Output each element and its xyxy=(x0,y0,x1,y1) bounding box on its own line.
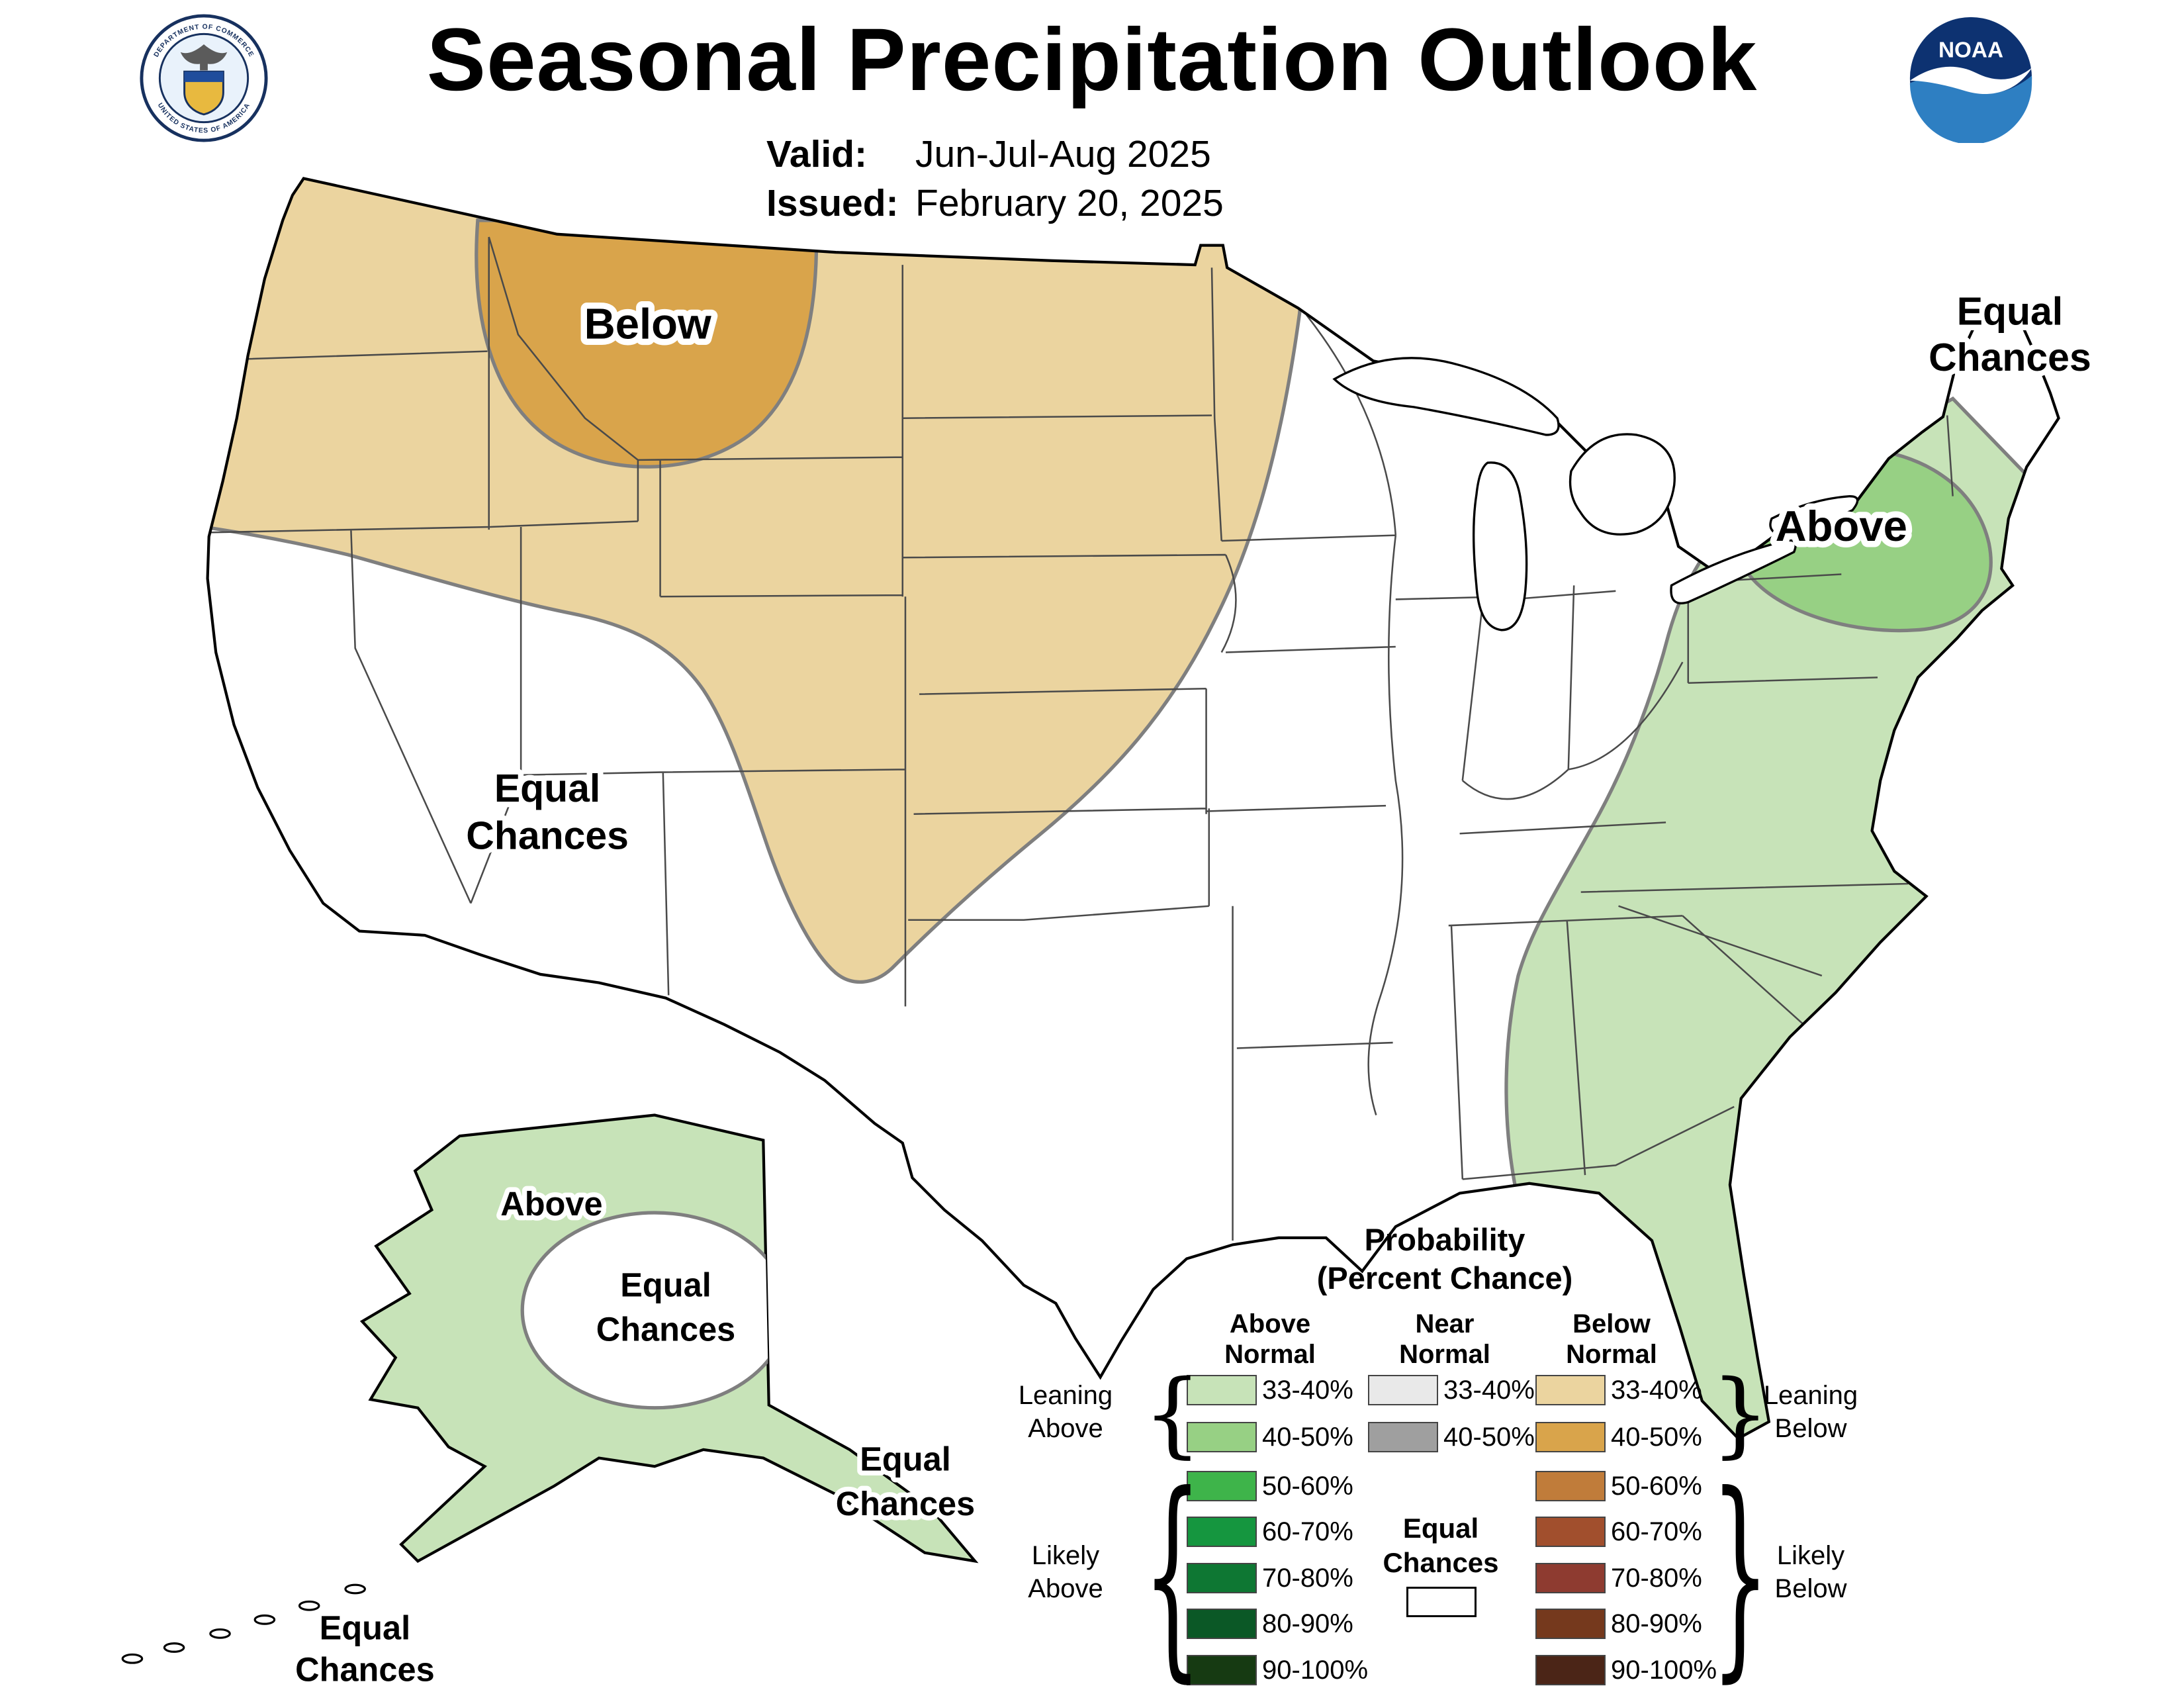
pct-below-90-100: 90-100% xyxy=(1611,1656,1717,1685)
map-label-equal-aleutians-line1: Equal xyxy=(320,1609,411,1646)
pct-below-60-70: 60-70% xyxy=(1611,1517,1702,1546)
brace-leaning-above: { xyxy=(1143,1360,1203,1468)
region-below-33-40 xyxy=(207,178,1311,984)
valid-label: Valid: xyxy=(766,133,868,175)
swatch-above-50-60 xyxy=(1187,1471,1257,1501)
seal-shield xyxy=(183,70,224,116)
issued-label: Issued: xyxy=(766,182,899,224)
noaa-logo-lower xyxy=(1909,75,2032,143)
issued-value: February 20, 2025 xyxy=(915,182,1224,224)
noaa-logo: NOAA xyxy=(1909,17,2032,143)
lake-superior xyxy=(1332,357,1560,436)
swatch-above-33-40 xyxy=(1187,1375,1257,1405)
valid-value: Jun-Jul-Aug 2025 xyxy=(915,133,1211,175)
valid-issued-block: Valid: Jun-Jul-Aug 2025 Issued: February 2… xyxy=(766,130,1224,228)
swatch-above-70-80 xyxy=(1187,1563,1257,1593)
swatch-below-60-70 xyxy=(1535,1517,1606,1547)
aleutian-islands xyxy=(121,1583,366,1664)
map-label-equal-aleutians-line2: Chances xyxy=(295,1650,435,1688)
swatch-above-40-50 xyxy=(1187,1422,1257,1452)
legend-leaning-above: Leaning Above xyxy=(1018,1381,1113,1443)
probability-legend: Probability (Percent Chance) Above Normal… xyxy=(996,1221,1923,1688)
pct-above-80-90: 80-90% xyxy=(1262,1609,1353,1638)
swatch-below-50-60 xyxy=(1535,1471,1606,1501)
map-label-equal-panhandle-line1: Equal xyxy=(860,1440,951,1477)
legend-likely-above: Likely Above xyxy=(1028,1541,1103,1603)
pct-above-40-50: 40-50% xyxy=(1262,1423,1353,1452)
seal-eagle xyxy=(180,44,228,71)
valid-row: Valid: Jun-Jul-Aug 2025 xyxy=(766,130,1224,179)
map-label-equal-west-line2: Chances xyxy=(466,814,629,857)
legend-likely-below: Likely Below xyxy=(1774,1541,1847,1603)
swatch-above-80-90 xyxy=(1187,1609,1257,1639)
brace-likely-below: } xyxy=(1711,1448,1770,1688)
us-outline xyxy=(206,177,2060,1440)
issued-row: Issued: February 20, 2025 xyxy=(766,179,1224,228)
lake-ontario xyxy=(1769,494,1859,537)
pct-above-50-60: 50-60% xyxy=(1262,1472,1353,1501)
swatch-near-40-50 xyxy=(1368,1422,1438,1452)
legend-title-line2: (Percent Chance) xyxy=(1316,1260,1573,1295)
swatch-near-33-40 xyxy=(1368,1375,1438,1405)
pct-above-90-100: 90-100% xyxy=(1262,1656,1369,1685)
noaa-bird-icon xyxy=(1909,66,2032,95)
pct-below-80-90: 80-90% xyxy=(1611,1609,1702,1638)
lake-erie xyxy=(1670,539,1797,604)
map-label-equal-west-line1: Equal xyxy=(494,767,600,810)
legend-col-near-normal: Near Normal xyxy=(1399,1309,1490,1369)
pct-below-70-80: 70-80% xyxy=(1611,1564,1702,1593)
page-title: Seasonal Precipitation Outlook xyxy=(426,11,1758,109)
map-label-equal-northeast-line1: Equal xyxy=(1957,291,2063,334)
swatch-below-70-80 xyxy=(1535,1563,1606,1593)
swatch-below-80-90 xyxy=(1535,1609,1606,1639)
legend-equal-chances-swatch xyxy=(1406,1587,1477,1617)
pct-below-50-60: 50-60% xyxy=(1611,1472,1702,1501)
map-label-equal-northeast-line2: Chances xyxy=(1929,336,2091,379)
swatch-above-60-70 xyxy=(1187,1517,1257,1547)
legend-equal-chances-label: Equal Chances xyxy=(1383,1513,1499,1578)
swatch-above-90-100 xyxy=(1187,1655,1257,1685)
legend-col-above-normal: Above Normal xyxy=(1224,1309,1316,1369)
lake-michigan xyxy=(1472,461,1528,632)
pct-near-33-40: 33-40% xyxy=(1443,1376,1535,1405)
swatch-below-40-50 xyxy=(1535,1422,1606,1452)
pct-below-40-50: 40-50% xyxy=(1611,1423,1702,1452)
map-label-equal-panhandle-line2: Chances xyxy=(836,1485,976,1523)
legend-leaning-below: Leaning Below xyxy=(1763,1381,1858,1443)
pct-below-33-40: 33-40% xyxy=(1611,1376,1702,1405)
map-label-equal-alaska-line2: Chances xyxy=(596,1311,736,1348)
pct-above-60-70: 60-70% xyxy=(1262,1517,1353,1546)
brace-likely-above: { xyxy=(1143,1448,1203,1688)
noaa-logo-text: NOAA xyxy=(1938,38,2003,63)
map-label-equal-alaska-line1: Equal xyxy=(620,1266,711,1303)
legend-col-below-normal: Below Normal xyxy=(1566,1309,1657,1369)
swatch-below-90-100 xyxy=(1535,1655,1606,1685)
seal-shield-chief xyxy=(184,71,224,82)
great-lakes xyxy=(1332,357,1859,632)
map-label-below: Below xyxy=(584,300,711,348)
pct-above-70-80: 70-80% xyxy=(1262,1564,1353,1593)
state-borders xyxy=(208,236,1954,1241)
lake-huron xyxy=(1569,433,1676,536)
doc-seal: DEPARTMENT OF COMMERCE UNITED STATES OF … xyxy=(140,14,268,142)
map-label-above-alaska: Above xyxy=(500,1185,602,1223)
pct-near-40-50: 40-50% xyxy=(1443,1423,1535,1452)
swatch-below-33-40 xyxy=(1535,1375,1606,1405)
map-label-above-east: Above xyxy=(1776,502,1907,550)
brace-leaning-below: } xyxy=(1711,1360,1770,1468)
pct-above-33-40: 33-40% xyxy=(1262,1376,1353,1405)
legend-title-line1: Probability xyxy=(1364,1222,1525,1257)
